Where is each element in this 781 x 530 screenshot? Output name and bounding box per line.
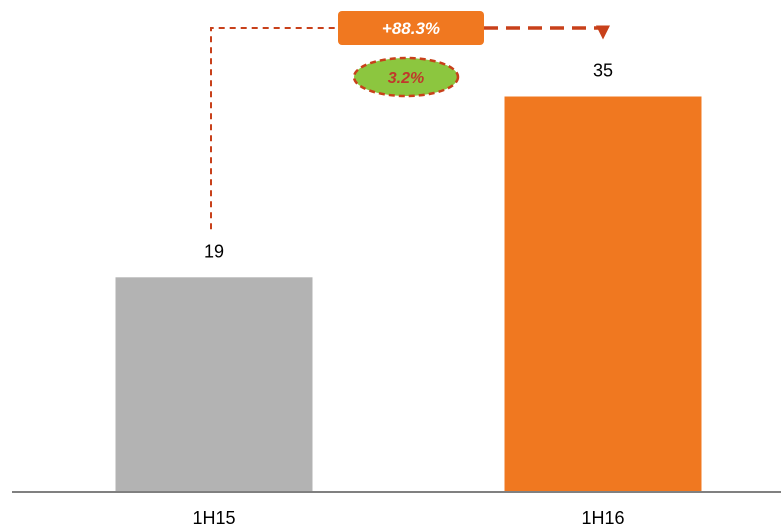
connector-right-segment: [484, 28, 603, 29]
bar-1h16: [505, 97, 702, 493]
bars-group: 19 1H15 35 1H16: [116, 61, 702, 529]
connector-arrowhead: [596, 26, 610, 40]
connector-left-segment: [211, 28, 338, 229]
value-label-1h15: 19: [204, 241, 224, 261]
growth-badge-text: +88.3%: [382, 19, 440, 38]
bar-1h15: [116, 277, 313, 492]
growth-badge: +88.3%: [338, 11, 484, 45]
cagr-badge: 3.2%: [354, 58, 458, 96]
value-label-1h16: 35: [593, 61, 613, 81]
x-tick-label-1h15: 1H15: [192, 508, 235, 528]
cagr-badge-text: 3.2%: [388, 70, 424, 87]
x-tick-label-1h16: 1H16: [581, 508, 624, 528]
